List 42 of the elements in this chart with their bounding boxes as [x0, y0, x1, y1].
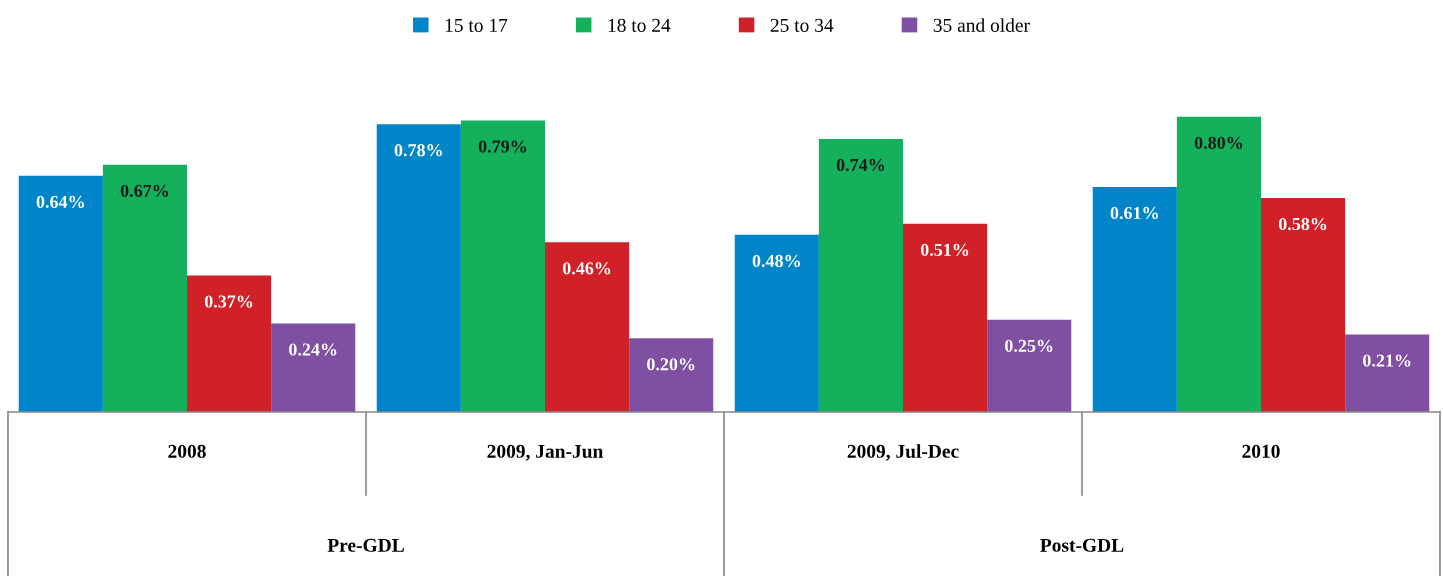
bar — [629, 338, 714, 412]
data-label: 0.48% — [752, 254, 800, 268]
bar — [18, 175, 103, 412]
text: Pre-GDL — [327, 538, 404, 552]
bar — [271, 323, 356, 412]
legend-label: 25 to 34 — [770, 18, 834, 32]
bar — [1092, 186, 1177, 412]
bar — [376, 124, 461, 412]
data-label: 0.78% — [394, 144, 442, 157]
x-tick-label: 2009, Jan-Jun — [487, 444, 604, 461]
data-label: 0.21% — [1363, 354, 1411, 367]
bar — [460, 120, 545, 412]
data-label: 0.58% — [1278, 217, 1327, 231]
bar — [818, 138, 903, 412]
bar — [987, 319, 1072, 412]
data-label: 0.79% — [478, 140, 527, 153]
x-tick-label: 2008 — [168, 444, 206, 458]
legend-label: 35 and older — [933, 18, 1030, 32]
data-label: 0.24% — [289, 343, 337, 356]
bar — [1345, 334, 1430, 412]
bar — [187, 275, 272, 412]
bar — [734, 234, 819, 412]
data-label: 0.20% — [647, 358, 695, 371]
data-label: 0.80% — [1194, 136, 1243, 149]
data-label: 0.67% — [120, 184, 169, 197]
x-tick-label: 2009, Jul-Dec — [847, 444, 959, 461]
data-label: 0.64% — [36, 195, 84, 209]
legend-label: 18 to 24 — [608, 18, 671, 32]
data-label: 0.74% — [836, 158, 885, 172]
bar — [1176, 116, 1261, 412]
data-label: 0.61% — [1110, 206, 1158, 220]
bar — [545, 242, 630, 412]
bar — [1261, 197, 1346, 412]
data-label: 0.51% — [920, 243, 969, 257]
bar — [903, 223, 988, 412]
x-tick-label: 2010 — [1242, 444, 1280, 458]
legend-label: 15 to 17 — [445, 18, 508, 32]
text: Post-GDL — [1040, 538, 1124, 552]
data-label: 0.25% — [1005, 339, 1053, 352]
data-label: 0.37% — [204, 295, 253, 308]
bar — [102, 164, 187, 412]
data-label: 0.46% — [562, 262, 611, 275]
